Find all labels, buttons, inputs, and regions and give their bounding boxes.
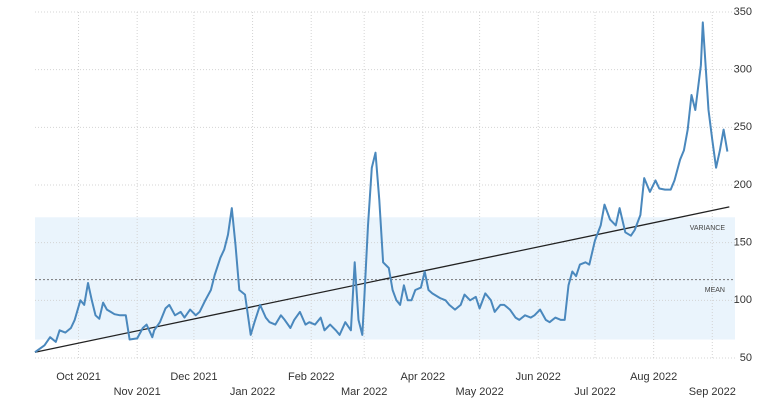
x-tick-label: Jun 2022 (516, 371, 561, 383)
y-tick-label: 350 (734, 6, 752, 18)
mean-label: MEAN (705, 287, 725, 294)
x-tick-label: Oct 2021 (56, 371, 101, 383)
y-tick-label: 300 (734, 64, 752, 76)
x-tick-label: May 2022 (455, 386, 503, 398)
trend-line (34, 206, 730, 353)
x-tick-label: Jul 2022 (574, 386, 616, 398)
price-line (34, 21, 729, 354)
variance-label: VARIANCE (690, 225, 726, 232)
y-tick-label: 50 (740, 352, 752, 364)
x-tick-label: Feb 2022 (288, 371, 334, 383)
y-tick-label: 200 (734, 179, 752, 191)
y-tick-label: 150 (734, 237, 752, 249)
y-tick-label: 100 (734, 294, 752, 306)
y-tick-label: 250 (734, 121, 752, 133)
x-tick-label: Mar 2022 (341, 386, 387, 398)
x-tick-label: Nov 2021 (114, 386, 161, 398)
x-tick-label: Jan 2022 (230, 386, 275, 398)
x-tick-label: Sep 2022 (689, 386, 736, 398)
x-tick-label: Aug 2022 (630, 371, 677, 383)
x-tick-label: Apr 2022 (401, 371, 446, 383)
x-tick-label: Dec 2021 (170, 371, 217, 383)
